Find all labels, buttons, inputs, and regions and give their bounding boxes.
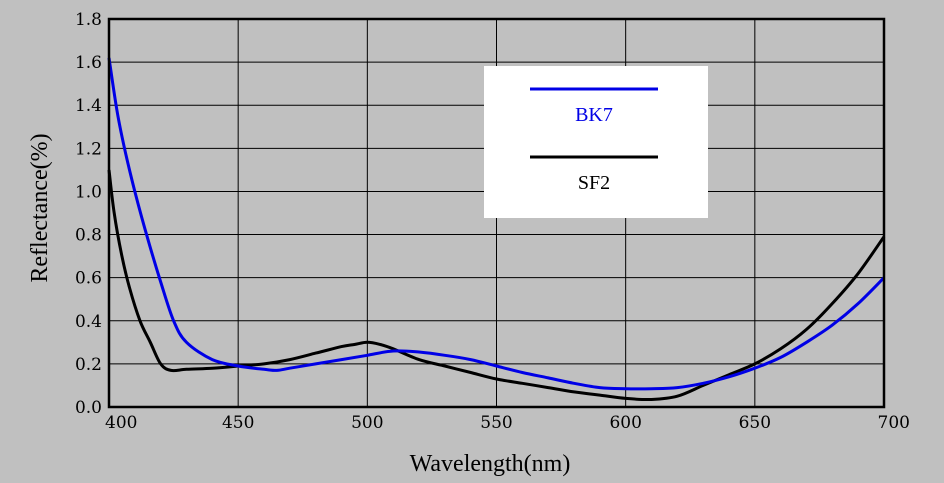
x-tick-label: 500 — [351, 413, 383, 433]
legend-box — [484, 66, 708, 218]
plot-frame — [107, 17, 886, 409]
y-tick-label: 0.2 — [75, 355, 102, 375]
y-tick-label: 1.4 — [75, 96, 102, 116]
y-axis-title: Reflectance(%) — [27, 133, 53, 282]
x-tick-label: 450 — [222, 413, 254, 433]
y-tick-label: 0.4 — [75, 312, 102, 332]
series-line-sf2 — [107, 169, 886, 402]
legend-label-sf2: SF2 — [578, 172, 610, 194]
grid-lines — [109, 19, 884, 407]
series-layer — [107, 57, 886, 402]
y-tick-label: 1.0 — [75, 182, 102, 202]
x-axis-title: Wavelength(nm) — [410, 451, 571, 477]
x-tick-label: 400 — [105, 413, 137, 433]
legend: BK7 SF2 — [484, 66, 708, 218]
y-tick-label: 0.6 — [75, 269, 102, 289]
y-tick-labels: 0.0 0.2 0.4 0.6 0.8 1.0 1.2 1.4 1.6 1.8 — [75, 10, 102, 418]
legend-label-bk7: BK7 — [575, 104, 613, 126]
y-tick-label: 1.6 — [75, 53, 102, 73]
x-tick-labels: 400 450 500 550 600 650 700 — [105, 413, 910, 433]
x-tick-label: 650 — [739, 413, 771, 433]
y-tick-label: 0.8 — [75, 226, 102, 246]
series-line-bk7 — [107, 57, 886, 391]
x-tick-label: 550 — [480, 413, 512, 433]
y-tick-label: 1.2 — [75, 139, 102, 159]
x-tick-label: 700 — [878, 413, 910, 433]
y-tick-label: 1.8 — [75, 10, 102, 30]
y-tick-label: 0.0 — [75, 398, 102, 418]
x-tick-label: 600 — [609, 413, 641, 433]
